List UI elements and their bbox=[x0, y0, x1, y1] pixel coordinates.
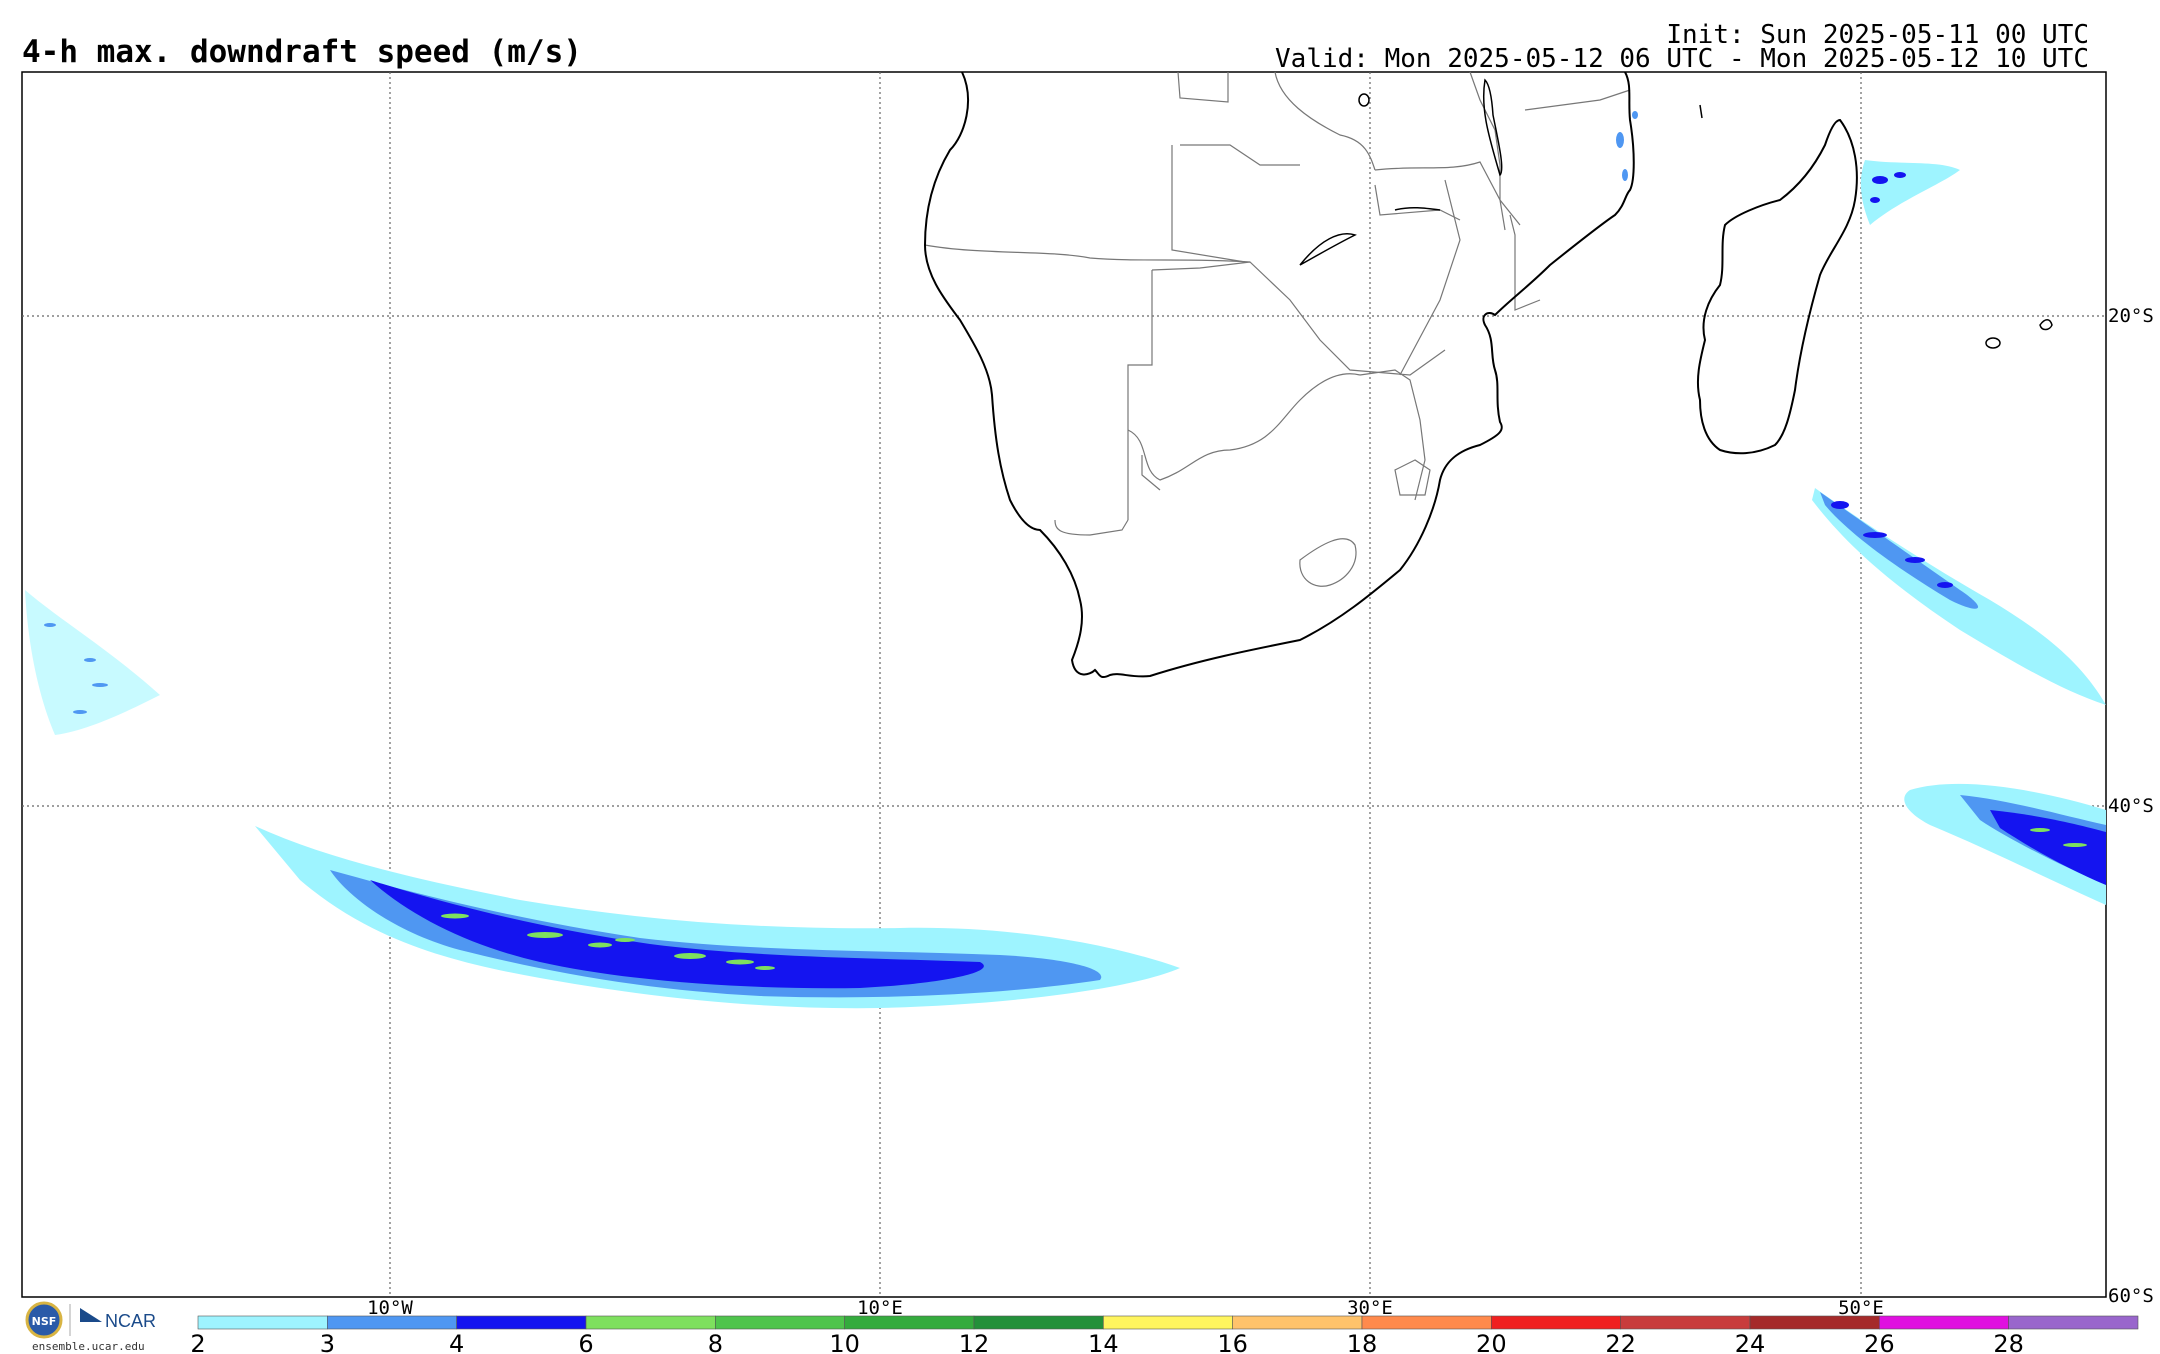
colorbar-swatch bbox=[844, 1315, 975, 1330]
lat-label-20s: 20°S bbox=[2108, 305, 2154, 327]
ne-madagascar-4ms bbox=[1870, 172, 1906, 203]
colorbar-swatch bbox=[1361, 1315, 1492, 1330]
colorbar: 2 3 4 6 8 10 12 14 16 18 20 22 24 26 28 bbox=[190, 1315, 2139, 1354]
lake-malawi bbox=[1482, 78, 1503, 177]
colorbar-swatch bbox=[2008, 1315, 2139, 1330]
colorbar-label: 16 bbox=[1217, 1330, 1248, 1354]
mauritius-island bbox=[2039, 319, 2053, 331]
colorbar-swatch bbox=[327, 1315, 457, 1330]
downdraft-shading bbox=[25, 111, 2106, 1009]
diag-band-4ms bbox=[1831, 501, 1953, 588]
east-band-4ms bbox=[1990, 810, 2106, 885]
nsf-logo-text: NSF bbox=[32, 1315, 57, 1328]
colorbar-swatch bbox=[197, 1315, 328, 1330]
colorbar-swatch bbox=[973, 1315, 1104, 1330]
website-url: ensemble.ucar.edu bbox=[32, 1340, 145, 1353]
colorbar-label: 10 bbox=[829, 1330, 860, 1354]
ncar-logo-icon bbox=[80, 1308, 102, 1322]
lat-label-60s: 60°S bbox=[2108, 1285, 2154, 1307]
logos: NSF NCAR bbox=[25, 1301, 156, 1339]
colorbar-label: 22 bbox=[1605, 1330, 1636, 1354]
lon-label-50e: 50°E bbox=[1838, 1297, 1884, 1319]
lon-label-10w: 10°W bbox=[367, 1297, 413, 1319]
lon-label-30e: 30°E bbox=[1347, 1297, 1393, 1319]
diag-band-3ms bbox=[1820, 492, 1979, 609]
colorbar-label: 18 bbox=[1347, 1330, 1378, 1354]
colorbar-label: 26 bbox=[1864, 1330, 1895, 1354]
map-frame bbox=[21, 71, 2107, 1298]
lesotho-border bbox=[1299, 538, 1357, 587]
colorbar-label: 28 bbox=[1993, 1330, 2024, 1354]
east-band-6ms bbox=[2030, 828, 2087, 847]
colorbar-swatch bbox=[1620, 1315, 1751, 1330]
country-borders bbox=[924, 71, 1631, 536]
colorbar-swatch bbox=[715, 1315, 845, 1330]
colorbar-swatch bbox=[456, 1315, 587, 1330]
colorbar-swatch bbox=[585, 1315, 716, 1330]
ncar-logo-text: NCAR bbox=[105, 1311, 156, 1331]
colorbar-swatch bbox=[1232, 1315, 1363, 1330]
band-6ms bbox=[441, 913, 775, 970]
cahora-bassa bbox=[1394, 206, 1441, 211]
reunion-island bbox=[1985, 337, 2001, 349]
colorbar-swatch bbox=[1491, 1315, 1621, 1330]
colorbar-label: 12 bbox=[959, 1330, 990, 1354]
colorbar-label: 8 bbox=[708, 1330, 723, 1354]
colorbar-label: 14 bbox=[1088, 1330, 1119, 1354]
init-time: Init: Sun 2025-05-11 00 UTC bbox=[1666, 20, 2089, 50]
map-title: 4-h max. downdraft speed (m/s) bbox=[22, 34, 582, 70]
nsf-logo-icon bbox=[25, 1301, 63, 1339]
colorbar-label: 6 bbox=[578, 1330, 593, 1354]
comoros-island bbox=[1699, 104, 1703, 119]
lake-kariba bbox=[1299, 233, 1357, 266]
colorbar-label: 3 bbox=[320, 1330, 335, 1354]
colorbar-label: 4 bbox=[449, 1330, 464, 1354]
west-area-3ms bbox=[44, 623, 108, 714]
madagascar bbox=[1696, 118, 1858, 455]
band-4ms bbox=[370, 880, 984, 989]
colorbar-label: 20 bbox=[1476, 1330, 1507, 1354]
ne-madagascar-2ms bbox=[1860, 160, 1960, 225]
colorbar-label: 24 bbox=[1735, 1330, 1766, 1354]
colorbar-swatch bbox=[1749, 1315, 1880, 1330]
colorbar-label: 2 bbox=[190, 1330, 205, 1354]
colorbar-swatch bbox=[1879, 1315, 2009, 1330]
west-area-2ms bbox=[25, 590, 160, 735]
africa-coastline bbox=[923, 71, 1635, 679]
lon-label-10e: 10°E bbox=[857, 1297, 903, 1319]
lake-island bbox=[1358, 93, 1370, 107]
valid-time: Valid: Mon 2025-05-12 06 UTC - Mon 2025-… bbox=[1275, 44, 2089, 74]
mozambique-coast-shading bbox=[1616, 111, 1638, 181]
graticule bbox=[22, 72, 2106, 1297]
colorbar-swatch bbox=[1103, 1315, 1233, 1330]
lat-label-40s: 40°S bbox=[2108, 795, 2154, 817]
